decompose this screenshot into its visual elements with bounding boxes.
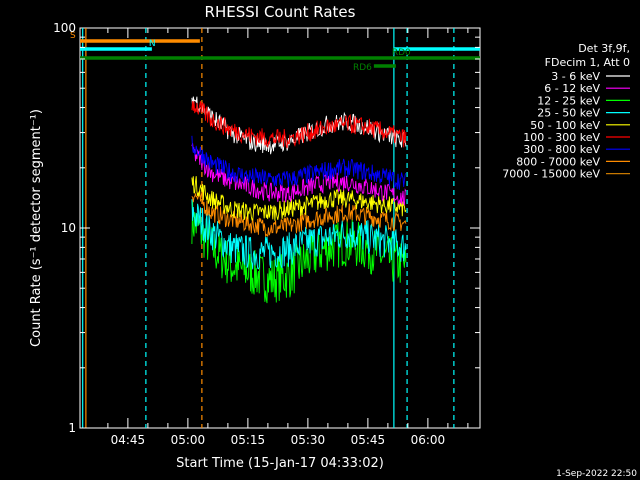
legend-label-0: 3 - 6 keV: [551, 70, 600, 83]
series-line-1: [191, 143, 407, 207]
x-tick-label: 04:45: [111, 433, 146, 447]
legend-label-7: 800 - 7000 keV: [516, 155, 600, 168]
legend-header-line-1: Det 3f,9f,: [578, 42, 630, 55]
x-tick-label: 05:30: [291, 433, 326, 447]
series-line-3: [191, 199, 407, 270]
legend-label-2: 12 - 25 keV: [537, 94, 600, 107]
flag-label-rd6: RD6: [353, 63, 372, 73]
y-tick-label: 10: [61, 221, 76, 235]
data-series: [191, 96, 407, 304]
series-line-6: [191, 135, 407, 190]
series-line-2: [191, 200, 407, 304]
series-line-5: [191, 101, 407, 149]
chart-title: RHESSI Count Rates: [205, 3, 356, 21]
x-tick-label: 05:00: [171, 433, 206, 447]
y-tick-label: 1: [68, 421, 76, 435]
y-axis-label: Count Rate (s⁻¹ detector segment⁻¹): [29, 109, 44, 347]
series-line-4: [191, 176, 407, 221]
x-axis-label: Start Time (15-Jan-17 04:33:02): [176, 456, 384, 471]
flag-bars: S N RD0 RD6: [70, 31, 480, 73]
flag-label-s: S: [70, 31, 76, 41]
y-axis-ticks: 1 10 100: [53, 21, 480, 435]
series-line-0: [191, 96, 407, 155]
legend-label-5: 100 - 300 keV: [523, 131, 600, 144]
legend-label-6: 300 - 800 keV: [523, 143, 600, 156]
y-tick-label: 100: [53, 21, 76, 35]
flag-label-n: N: [149, 39, 156, 49]
legend-label-3: 25 - 50 keV: [537, 107, 600, 120]
x-tick-label: 06:00: [411, 433, 446, 447]
legend-label-4: 50 - 100 keV: [530, 119, 600, 132]
instrument-state-lines: [82, 28, 455, 428]
x-tick-label: 05:45: [351, 433, 386, 447]
x-axis-ticks: 04:45 05:00 05:15 05:30 05:45 06:00: [107, 28, 469, 447]
legend-label-8: 7000 - 15000 keV: [502, 168, 600, 181]
x-tick-label: 05:15: [231, 433, 266, 447]
flag-label-rd0: RD0: [392, 48, 411, 58]
series-line-7: [191, 191, 407, 237]
legend-header-line-2: FDecim 1, Att 0: [545, 56, 630, 69]
legend-label-1: 6 - 12 keV: [544, 82, 600, 95]
footer-date: 1-Sep-2022 22:50: [556, 469, 637, 479]
